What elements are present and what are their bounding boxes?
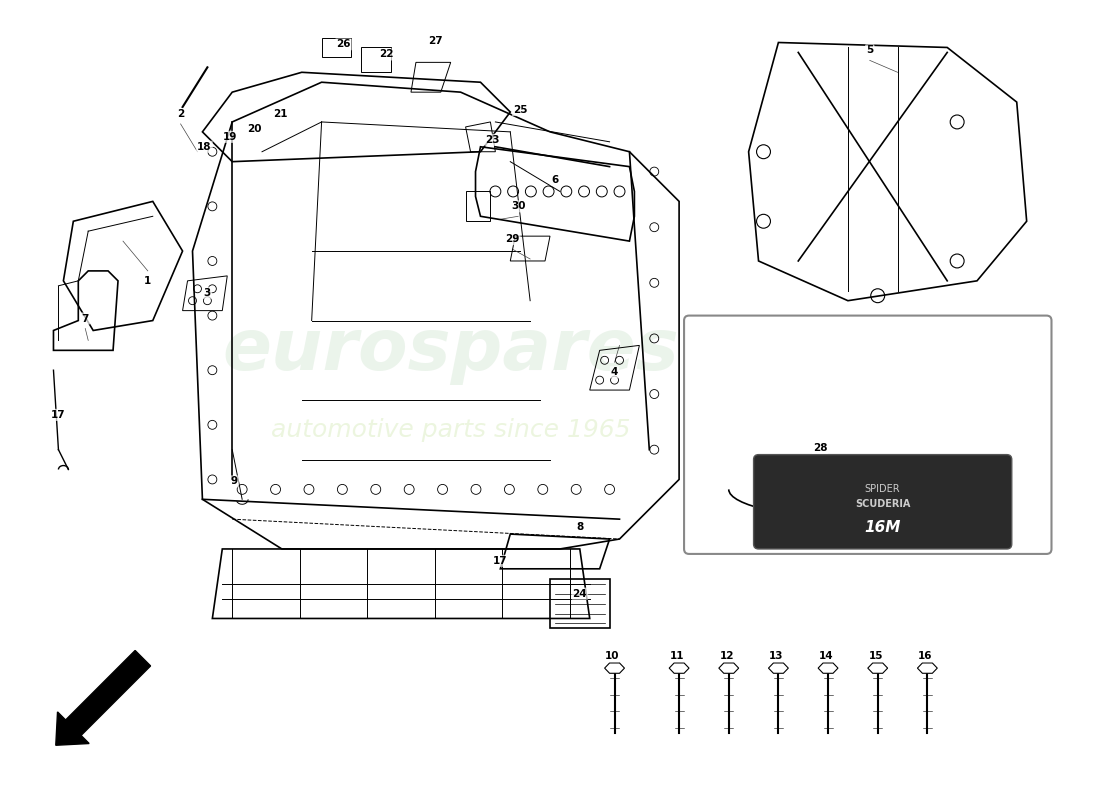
- Polygon shape: [605, 663, 625, 674]
- Text: 30: 30: [512, 202, 526, 211]
- Polygon shape: [818, 663, 838, 674]
- Text: 4: 4: [610, 367, 618, 377]
- Text: 12: 12: [719, 651, 734, 662]
- Text: 27: 27: [429, 35, 443, 46]
- Text: 18: 18: [197, 142, 211, 152]
- Text: SCUDERIA: SCUDERIA: [855, 499, 911, 510]
- Text: 29: 29: [505, 234, 519, 244]
- Text: 28: 28: [813, 442, 827, 453]
- Text: 2: 2: [177, 109, 184, 119]
- Text: 10: 10: [604, 651, 619, 662]
- Text: 17: 17: [51, 410, 66, 420]
- Text: 17: 17: [493, 556, 508, 566]
- Polygon shape: [917, 663, 937, 674]
- Text: 25: 25: [513, 105, 528, 115]
- Text: 15: 15: [869, 651, 883, 662]
- Text: 23: 23: [485, 135, 499, 145]
- Text: 22: 22: [378, 50, 394, 59]
- Text: 7: 7: [81, 314, 89, 323]
- Text: 11: 11: [670, 651, 684, 662]
- Polygon shape: [669, 663, 689, 674]
- Text: 14: 14: [818, 651, 834, 662]
- Text: 24: 24: [572, 589, 587, 598]
- Text: 3: 3: [204, 288, 211, 298]
- Text: 26: 26: [337, 39, 351, 50]
- Text: 13: 13: [769, 651, 783, 662]
- Text: 19: 19: [223, 132, 238, 142]
- Text: 9: 9: [231, 477, 238, 486]
- Text: 16: 16: [918, 651, 933, 662]
- Text: 21: 21: [273, 109, 287, 119]
- Polygon shape: [718, 663, 739, 674]
- Text: 16M: 16M: [865, 520, 901, 534]
- Text: 1: 1: [144, 276, 152, 286]
- Polygon shape: [868, 663, 888, 674]
- Text: 20: 20: [246, 124, 262, 134]
- Text: automotive parts since 1965: automotive parts since 1965: [271, 418, 630, 442]
- FancyBboxPatch shape: [684, 315, 1052, 554]
- Polygon shape: [769, 663, 789, 674]
- Text: 5: 5: [866, 46, 873, 55]
- Text: 8: 8: [576, 522, 583, 532]
- FancyArrow shape: [56, 650, 151, 746]
- Text: SPIDER: SPIDER: [865, 484, 901, 494]
- Text: eurospares: eurospares: [222, 316, 679, 385]
- FancyBboxPatch shape: [754, 454, 1012, 549]
- Text: 6: 6: [551, 174, 559, 185]
